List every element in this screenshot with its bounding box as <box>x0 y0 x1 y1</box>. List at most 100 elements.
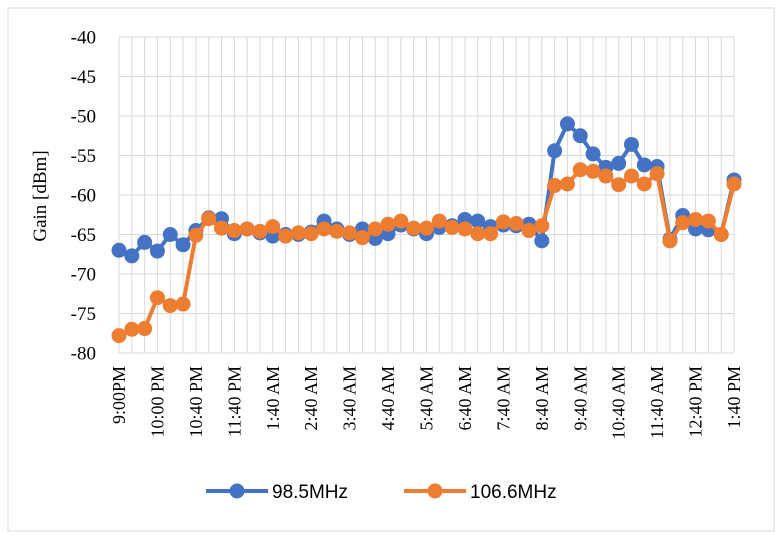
y-tick-label: -60 <box>71 186 96 207</box>
data-point <box>406 220 422 236</box>
x-tick-label: 2:40 AM <box>301 366 321 431</box>
data-point <box>598 168 614 184</box>
data-point <box>149 243 165 259</box>
data-point <box>444 219 460 235</box>
data-point <box>611 155 627 171</box>
data-point <box>393 213 409 229</box>
y-tick-label: -70 <box>71 265 96 286</box>
x-tick-label: 11:40 AM <box>647 366 667 439</box>
data-point <box>149 290 165 306</box>
data-point <box>649 166 665 182</box>
data-point <box>470 226 486 242</box>
data-point <box>559 116 575 132</box>
data-point <box>572 162 588 178</box>
data-point <box>342 225 358 241</box>
legend-item: 106.6MHz <box>404 482 557 503</box>
x-tick-label: 6:40 AM <box>455 366 475 431</box>
data-point <box>713 227 729 242</box>
x-tick-label: 10:00 PM <box>147 366 167 438</box>
data-point <box>367 221 383 237</box>
y-tick-label: -40 <box>71 28 96 49</box>
x-tick-label: 1:40 PM <box>724 366 744 429</box>
data-point <box>534 233 550 249</box>
data-point <box>201 211 217 227</box>
x-tick-label: 8:40 AM <box>532 366 552 431</box>
data-point <box>585 146 601 162</box>
data-point <box>700 213 716 229</box>
data-point <box>547 178 563 194</box>
x-tick-label: 5:40 AM <box>417 366 437 431</box>
x-tick-label: 10:40 PM <box>186 366 206 438</box>
data-point <box>419 220 434 236</box>
data-point <box>278 228 294 244</box>
legend-label: 106.6MHz <box>470 482 557 503</box>
data-point <box>175 296 191 312</box>
data-point <box>483 226 499 242</box>
data-point <box>547 143 563 159</box>
data-point <box>688 211 704 227</box>
x-axis-ticks: 9:00PM 10:00 PM 10:40 PM 11:40 PM 1:40 AM 2:4… <box>109 366 744 440</box>
data-point <box>624 168 639 184</box>
data-point <box>214 220 229 236</box>
data-point <box>124 248 140 264</box>
data-point <box>508 215 524 231</box>
chart-frame <box>7 7 775 532</box>
data-point <box>252 223 268 239</box>
data-point <box>675 215 691 231</box>
data-point <box>534 218 550 234</box>
data-point <box>162 298 178 314</box>
data-point <box>188 227 204 243</box>
legend: 98.5MHz 106.6MHz <box>206 482 557 503</box>
x-tick-label: 3:40 AM <box>340 366 360 431</box>
data-point <box>175 237 191 253</box>
x-tick-label: 10:40 AM <box>609 366 629 440</box>
data-point <box>290 225 306 241</box>
legend-label: 98.5MHz <box>272 482 348 503</box>
x-tick-label: 1:40 AM <box>263 366 283 431</box>
data-point <box>559 176 575 192</box>
data-point <box>636 157 652 173</box>
x-tick-label: 12:40 PM <box>686 366 706 438</box>
data-point <box>726 176 742 192</box>
data-point <box>662 233 678 249</box>
data-point <box>265 219 281 235</box>
data-point <box>226 223 242 239</box>
y-axis-ticks: -80 -75 -70 -65 -60 -55 -50 -45 -40 <box>71 28 96 365</box>
x-tick-label: 7:40 AM <box>493 366 513 431</box>
data-point <box>239 221 255 237</box>
y-tick-label: -50 <box>71 107 96 128</box>
data-point <box>611 177 627 193</box>
data-point <box>495 214 511 230</box>
data-point <box>124 321 140 337</box>
y-tick-label: -65 <box>71 225 96 246</box>
x-tick-label: 4:40 AM <box>378 366 398 431</box>
y-tick-label: -45 <box>71 67 96 88</box>
data-point <box>470 213 486 229</box>
series-1 <box>111 162 742 344</box>
data-point <box>585 163 601 179</box>
data-point <box>303 226 319 242</box>
data-point <box>316 221 332 237</box>
data-point <box>380 216 396 232</box>
data-point <box>572 128 588 144</box>
data-point <box>521 223 537 239</box>
y-axis-title: Gain [dBm] <box>30 150 51 241</box>
data-point <box>111 328 127 344</box>
legend-marker <box>229 483 245 499</box>
x-tick-label: 9:00PM <box>109 366 129 424</box>
data-point <box>636 176 652 192</box>
data-point <box>137 321 153 337</box>
data-point <box>354 230 370 246</box>
y-tick-label: -80 <box>71 344 96 365</box>
series-layer <box>111 116 742 344</box>
legend-marker <box>427 483 443 499</box>
x-tick-label: 11:40 PM <box>224 366 244 437</box>
data-point <box>329 223 345 239</box>
x-tick-label: 9:40 AM <box>570 366 590 431</box>
y-tick-label: -75 <box>71 304 96 325</box>
data-point <box>431 213 447 229</box>
data-point <box>162 227 178 242</box>
data-point <box>111 242 127 258</box>
legend-item: 98.5MHz <box>206 482 348 503</box>
